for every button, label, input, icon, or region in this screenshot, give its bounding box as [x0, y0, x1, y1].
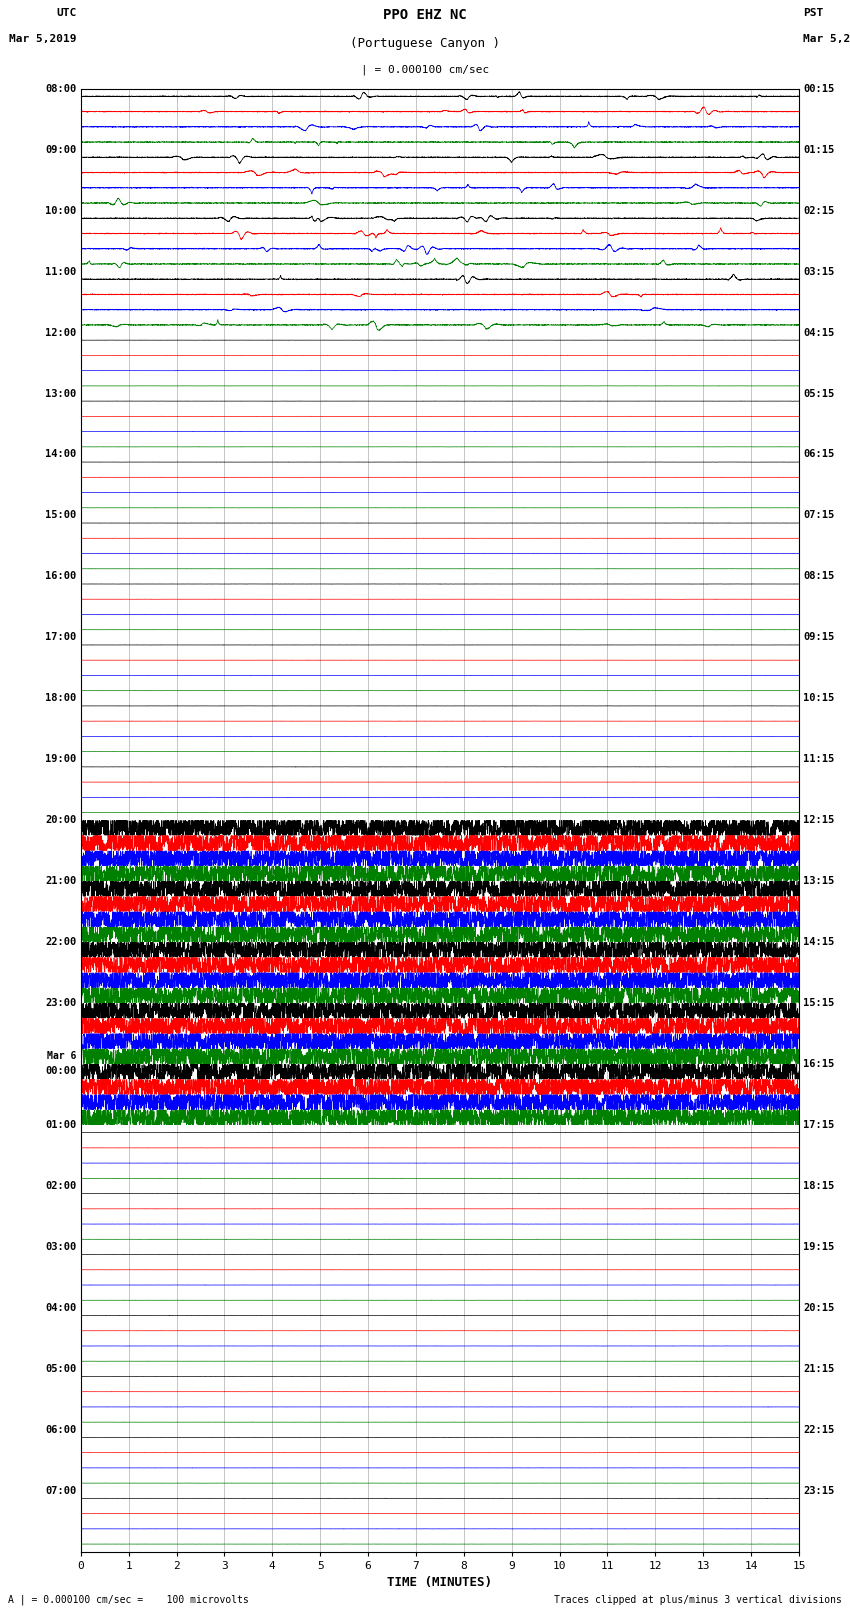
Text: 15:00: 15:00	[45, 510, 76, 521]
Text: 22:00: 22:00	[45, 937, 76, 947]
Text: 10:15: 10:15	[803, 694, 835, 703]
Text: 06:15: 06:15	[803, 450, 835, 460]
Text: PST: PST	[803, 8, 824, 18]
Text: Traces clipped at plus/minus 3 vertical divisions: Traces clipped at plus/minus 3 vertical …	[553, 1595, 842, 1605]
Text: 11:00: 11:00	[45, 266, 76, 276]
Text: 06:00: 06:00	[45, 1424, 76, 1436]
Text: 22:15: 22:15	[803, 1424, 835, 1436]
Text: UTC: UTC	[56, 8, 76, 18]
Text: 03:00: 03:00	[45, 1242, 76, 1252]
Text: 21:15: 21:15	[803, 1365, 835, 1374]
Text: 16:00: 16:00	[45, 571, 76, 581]
Text: 21:00: 21:00	[45, 876, 76, 886]
Text: (Portuguese Canyon ): (Portuguese Canyon )	[350, 37, 500, 50]
Text: 16:15: 16:15	[803, 1060, 835, 1069]
Text: 04:00: 04:00	[45, 1303, 76, 1313]
Text: 07:00: 07:00	[45, 1486, 76, 1495]
Text: 14:15: 14:15	[803, 937, 835, 947]
Text: 00:00: 00:00	[45, 1066, 76, 1076]
Text: 19:00: 19:00	[45, 755, 76, 765]
Text: 20:00: 20:00	[45, 815, 76, 826]
Text: 09:00: 09:00	[45, 145, 76, 155]
Text: 23:15: 23:15	[803, 1486, 835, 1495]
Text: 01:00: 01:00	[45, 1119, 76, 1131]
Text: 01:15: 01:15	[803, 145, 835, 155]
Text: 12:15: 12:15	[803, 815, 835, 826]
Text: 05:00: 05:00	[45, 1365, 76, 1374]
Text: 02:00: 02:00	[45, 1181, 76, 1190]
Text: 03:15: 03:15	[803, 266, 835, 276]
Text: 10:00: 10:00	[45, 205, 76, 216]
Text: 00:15: 00:15	[803, 84, 835, 94]
Text: 17:15: 17:15	[803, 1119, 835, 1131]
Text: 12:00: 12:00	[45, 327, 76, 337]
Text: 18:00: 18:00	[45, 694, 76, 703]
Text: 08:00: 08:00	[45, 84, 76, 94]
Text: 04:15: 04:15	[803, 327, 835, 337]
Text: Mar 6: Mar 6	[47, 1050, 76, 1061]
Text: A | = 0.000100 cm/sec =    100 microvolts: A | = 0.000100 cm/sec = 100 microvolts	[8, 1594, 249, 1605]
Text: 19:15: 19:15	[803, 1242, 835, 1252]
Text: | = 0.000100 cm/sec: | = 0.000100 cm/sec	[361, 65, 489, 76]
Text: 02:15: 02:15	[803, 205, 835, 216]
Text: 17:00: 17:00	[45, 632, 76, 642]
Text: PPO EHZ NC: PPO EHZ NC	[383, 8, 467, 23]
Text: 20:15: 20:15	[803, 1303, 835, 1313]
Text: Mar 5,2019: Mar 5,2019	[803, 34, 850, 44]
Text: 18:15: 18:15	[803, 1181, 835, 1190]
Text: 14:00: 14:00	[45, 450, 76, 460]
Text: 15:15: 15:15	[803, 998, 835, 1008]
Text: 13:15: 13:15	[803, 876, 835, 886]
Text: 05:15: 05:15	[803, 389, 835, 398]
Text: 13:00: 13:00	[45, 389, 76, 398]
Text: 08:15: 08:15	[803, 571, 835, 581]
X-axis label: TIME (MINUTES): TIME (MINUTES)	[388, 1576, 492, 1589]
Text: 11:15: 11:15	[803, 755, 835, 765]
Text: 07:15: 07:15	[803, 510, 835, 521]
Text: Mar 5,2019: Mar 5,2019	[9, 34, 76, 44]
Text: 09:15: 09:15	[803, 632, 835, 642]
Text: 23:00: 23:00	[45, 998, 76, 1008]
